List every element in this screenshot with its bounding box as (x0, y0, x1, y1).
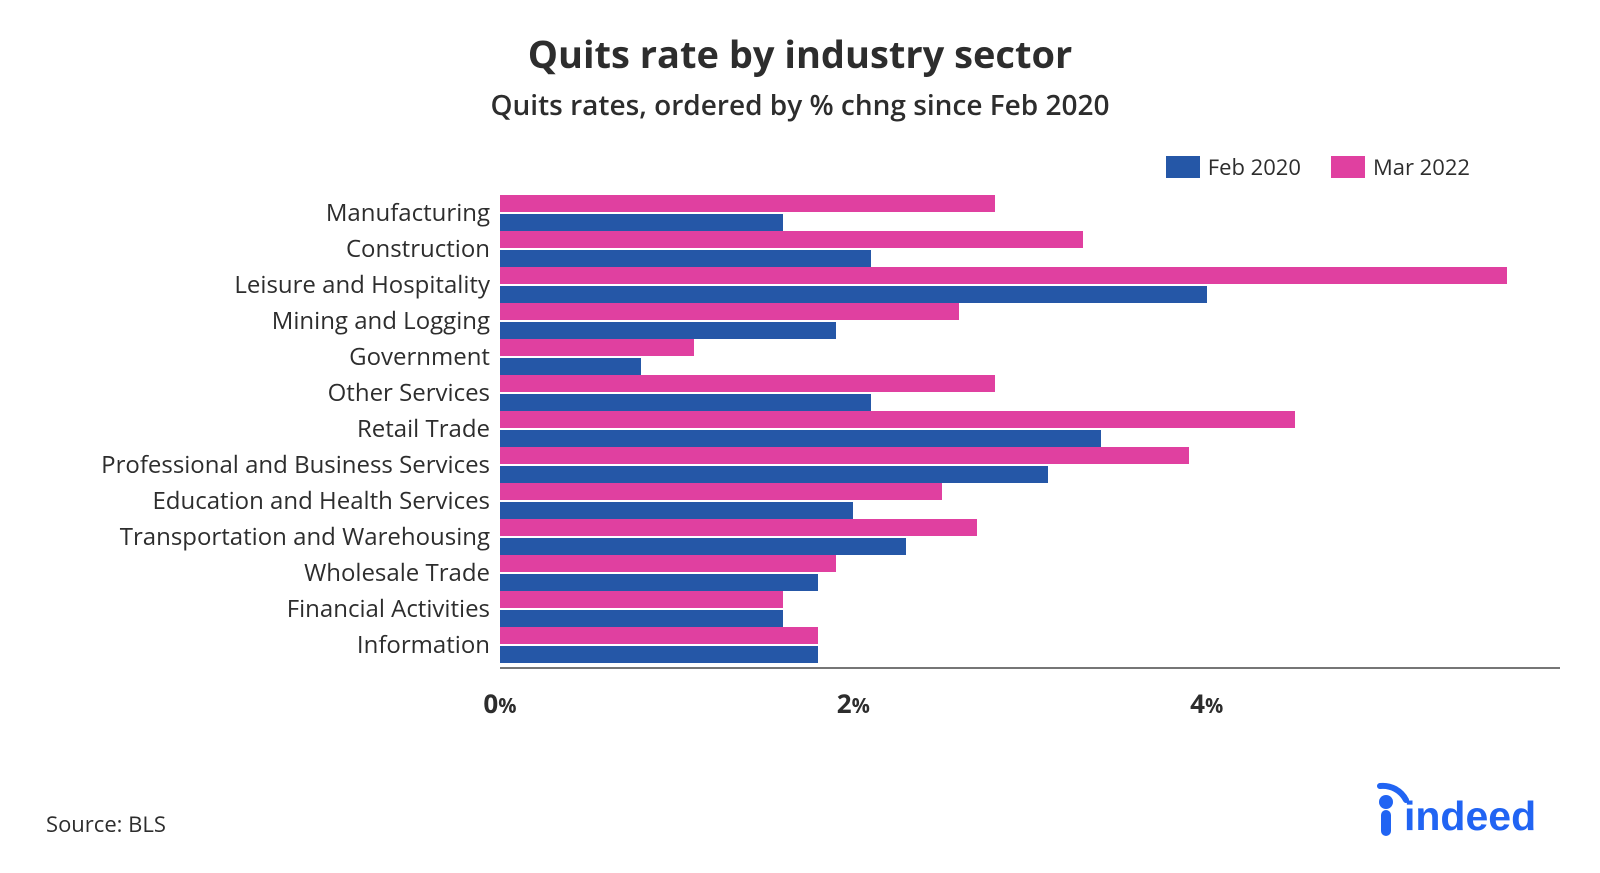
category-label: Wholesale Trade (40, 555, 500, 591)
chart-row: Transportation and Warehousing (40, 519, 1560, 555)
bar-mar2022 (500, 411, 1295, 428)
x-tick-label: 0% (483, 685, 516, 721)
bar-feb2020 (500, 538, 906, 555)
bar-feb2020 (500, 394, 871, 411)
legend-item-0: Feb 2020 (1166, 152, 1301, 182)
bars-cell (500, 339, 1560, 375)
x-tick-label: 2% (837, 685, 870, 721)
bars-cell (500, 267, 1560, 303)
bars-cell (500, 231, 1560, 267)
category-label: Retail Trade (40, 411, 500, 447)
category-label: Other Services (40, 375, 500, 411)
bar-feb2020 (500, 286, 1207, 303)
chart-row: Mining and Logging (40, 303, 1560, 339)
chart-subtitle: Quits rates, ordered by % chng since Feb… (40, 86, 1560, 124)
bars-cell (500, 591, 1560, 627)
bar-feb2020 (500, 502, 853, 519)
category-label: Financial Activities (40, 591, 500, 627)
chart-row: Professional and Business Services (40, 447, 1560, 483)
category-label: Mining and Logging (40, 303, 500, 339)
bar-mar2022 (500, 519, 977, 536)
bar-feb2020 (500, 430, 1101, 447)
bars-cell (500, 519, 1560, 555)
logo-text: indeed (1404, 793, 1536, 839)
bar-mar2022 (500, 591, 783, 608)
category-label: Transportation and Warehousing (40, 519, 500, 555)
chart-row: Financial Activities (40, 591, 1560, 627)
bar-feb2020 (500, 646, 818, 663)
chart-row: Education and Health Services (40, 483, 1560, 519)
bar-feb2020 (500, 358, 641, 375)
bar-mar2022 (500, 231, 1083, 248)
chart-row: Manufacturing (40, 195, 1560, 231)
category-label: Manufacturing (40, 195, 500, 231)
category-label: Government (40, 339, 500, 375)
legend-label-0: Feb 2020 (1208, 152, 1301, 182)
bar-feb2020 (500, 250, 871, 267)
category-label: Professional and Business Services (40, 447, 500, 483)
chart-row: Retail Trade (40, 411, 1560, 447)
bar-mar2022 (500, 483, 942, 500)
category-label: Education and Health Services (40, 483, 500, 519)
category-label: Leisure and Hospitality (40, 267, 500, 303)
bar-mar2022 (500, 447, 1189, 464)
bars-cell (500, 303, 1560, 339)
bar-feb2020 (500, 466, 1048, 483)
legend-swatch-1 (1331, 156, 1365, 178)
bar-mar2022 (500, 195, 995, 212)
chart-row: Wholesale Trade (40, 555, 1560, 591)
bar-mar2022 (500, 303, 959, 320)
chart-title: Quits rate by industry sector (40, 28, 1560, 80)
chart-container: Quits rate by industry sector Quits rate… (0, 0, 1600, 873)
bar-mar2022 (500, 375, 995, 392)
bars-cell (500, 411, 1560, 447)
bar-feb2020 (500, 322, 836, 339)
chart-legend: Feb 2020 Mar 2022 (40, 152, 1560, 182)
legend-swatch-0 (1166, 156, 1200, 178)
chart-row: Construction (40, 231, 1560, 267)
chart-row: Government (40, 339, 1560, 375)
legend-label-1: Mar 2022 (1373, 152, 1470, 182)
bar-mar2022 (500, 627, 818, 644)
category-label: Information (40, 627, 500, 663)
chart-row: Information (40, 627, 1560, 663)
bars-cell (500, 195, 1560, 231)
indeed-logo: indeed (1362, 780, 1552, 845)
bars-cell (500, 375, 1560, 411)
bar-feb2020 (500, 214, 783, 231)
bar-feb2020 (500, 574, 818, 591)
x-tick-label: 4% (1190, 685, 1223, 721)
category-label: Construction (40, 231, 500, 267)
bar-mar2022 (500, 339, 694, 356)
chart-row: Leisure and Hospitality (40, 267, 1560, 303)
bar-feb2020 (500, 610, 783, 627)
x-axis (500, 667, 1560, 669)
legend-item-1: Mar 2022 (1331, 152, 1470, 182)
bars-cell (500, 555, 1560, 591)
bars-cell (500, 447, 1560, 483)
bar-mar2022 (500, 267, 1507, 284)
bar-mar2022 (500, 555, 836, 572)
source-text: Source: BLS (46, 809, 166, 839)
bars-cell (500, 627, 1560, 663)
plot-area: ManufacturingConstructionLeisure and Hos… (40, 195, 1560, 670)
bars-cell (500, 483, 1560, 519)
chart-row: Other Services (40, 375, 1560, 411)
